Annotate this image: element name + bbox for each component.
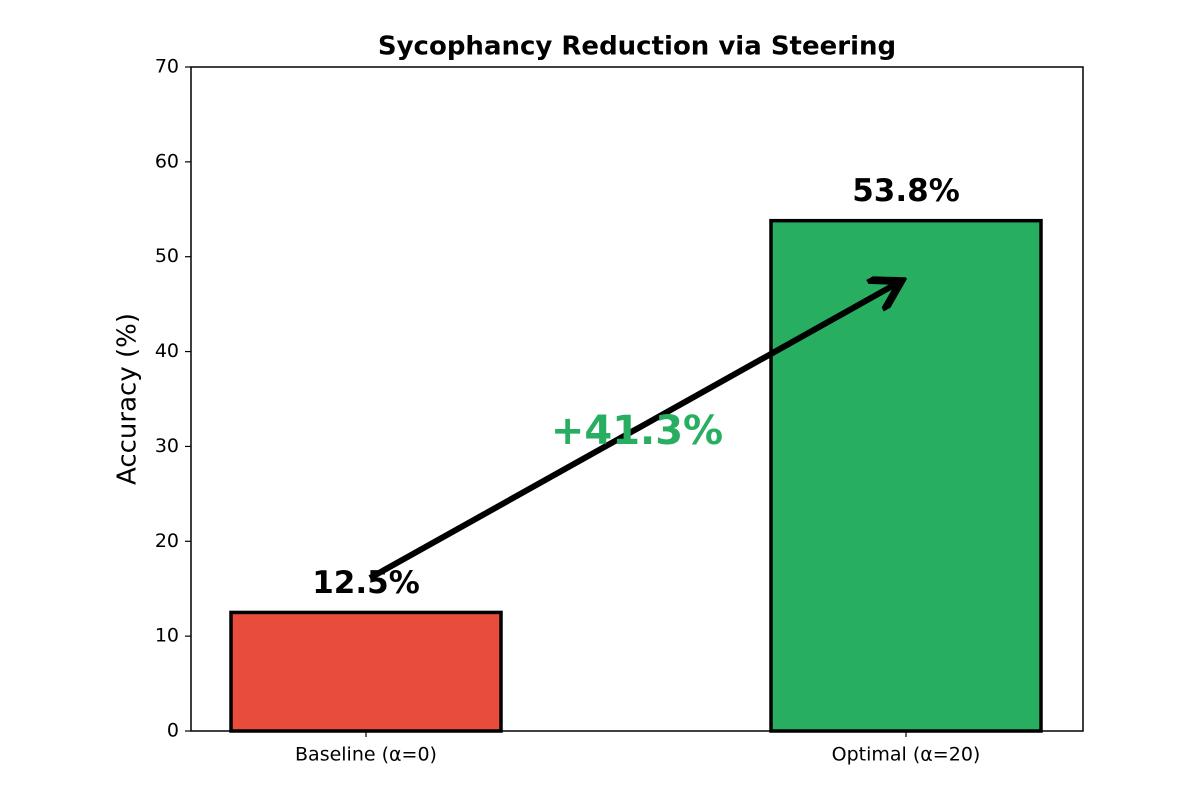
y-tick-label: 20 [155, 530, 179, 552]
bar [769, 218, 1043, 733]
y-tick-label: 10 [155, 625, 179, 647]
y-tick-label: 0 [167, 720, 179, 742]
plot-frame [190, 66, 1084, 732]
x-tick-label: Optimal (α=20) [832, 744, 981, 766]
x-tick-label: Baseline (α=0) [295, 744, 437, 766]
annotation: +41.3% [551, 408, 723, 454]
y-tick-label: 40 [155, 340, 179, 362]
y-tick-label: 60 [155, 150, 179, 172]
y-axis-label: Accuracy (%) [113, 313, 143, 485]
y-tick-label: 30 [155, 435, 179, 457]
y-tick-label: 70 [155, 56, 179, 78]
y-tick-label: 50 [155, 245, 179, 267]
chart-title: Sycophancy Reduction via Steering [378, 32, 896, 62]
value-label: 53.8% [852, 173, 960, 209]
value-label: 12.5% [312, 565, 420, 601]
arrow [368, 284, 896, 581]
bar [229, 610, 503, 733]
